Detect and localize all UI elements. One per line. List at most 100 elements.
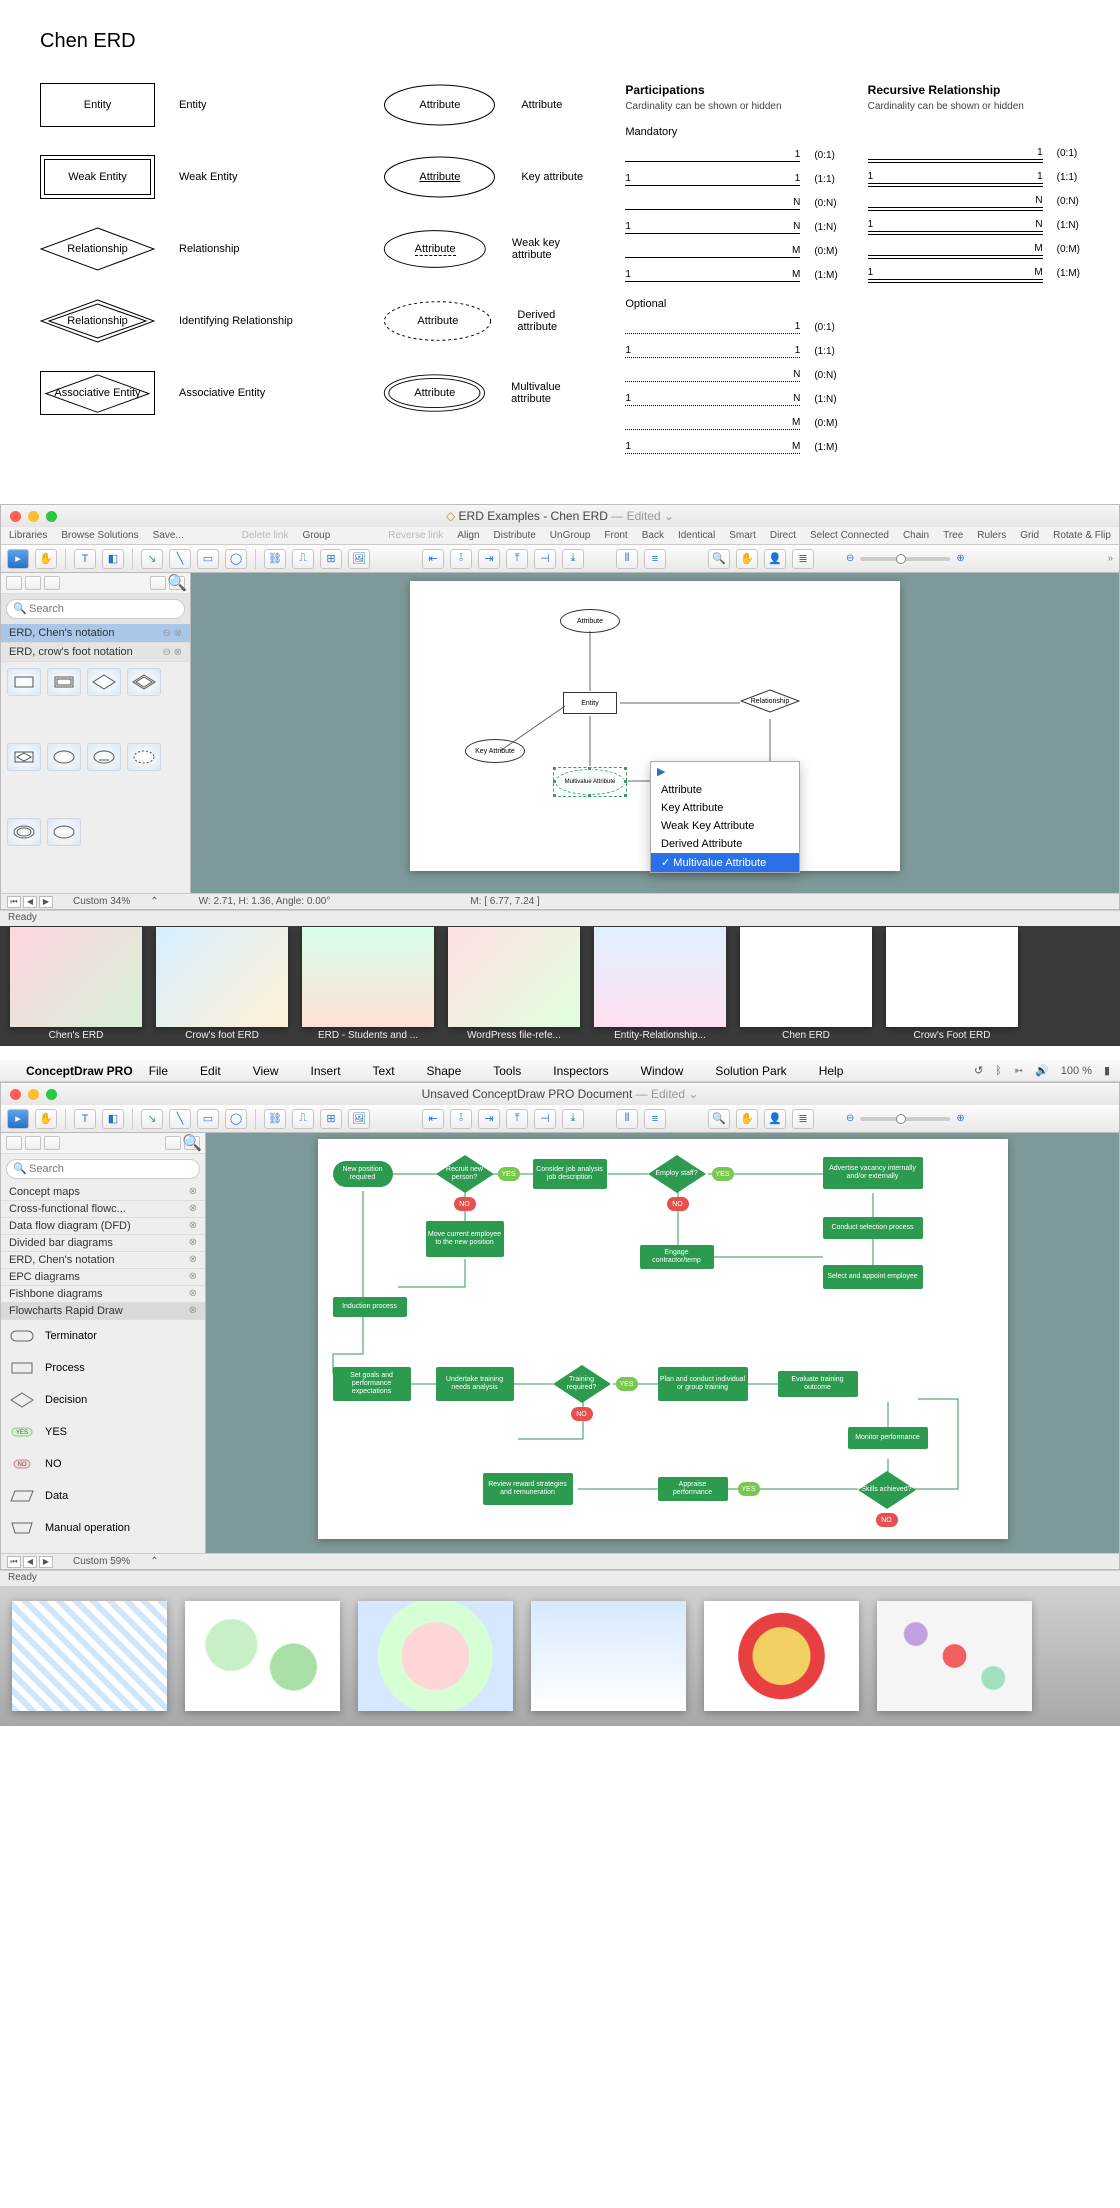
menu-item[interactable]: Back — [642, 530, 664, 541]
fc-process[interactable]: Conduct selection process — [823, 1217, 923, 1239]
menu-item[interactable]: Reverse link — [388, 530, 443, 541]
template-strip[interactable] — [0, 1586, 1120, 1726]
dist-v[interactable]: ≡ — [644, 549, 666, 569]
shape-list-item[interactable]: Decision — [1, 1384, 205, 1416]
zoom-out-icon[interactable]: ⊖ — [846, 1113, 854, 1124]
shape-list-item[interactable]: Document — [1, 1544, 205, 1553]
close-button[interactable] — [10, 1089, 21, 1100]
fc-decision[interactable]: Skills achieved? — [858, 1471, 916, 1509]
library-item[interactable]: Flowcharts Rapid Draw⊗ — [1, 1303, 205, 1320]
template-thumb[interactable]: Chen's ERD — [10, 927, 142, 1027]
tree-tool[interactable]: ⎍ — [292, 1109, 314, 1129]
zoom-label[interactable]: Custom 59% — [73, 1556, 130, 1567]
node-multivalue[interactable]: Multivalue Attribute — [555, 769, 625, 795]
palette-shape[interactable] — [7, 668, 41, 696]
fc-decision[interactable]: Training required? — [553, 1365, 611, 1403]
template-thumb[interactable] — [358, 1601, 513, 1711]
fc-process[interactable]: Induction process — [333, 1297, 407, 1317]
menu-item[interactable]: Browse Solutions — [61, 530, 138, 541]
fc-terminator[interactable]: New position required — [333, 1161, 393, 1187]
shape-list-item[interactable]: Process — [1, 1352, 205, 1384]
next-page-button[interactable]: ▶ — [39, 896, 53, 908]
shape-palette[interactable] — [1, 662, 190, 893]
align-left[interactable]: ⇤ — [422, 549, 444, 569]
fc-process[interactable]: Review reward strategies and remuneratio… — [483, 1473, 573, 1505]
menu-item[interactable]: Delete link — [242, 530, 289, 541]
template-thumb[interactable] — [185, 1601, 340, 1711]
node-relationship[interactable]: Relationship — [740, 689, 800, 713]
rect-tool[interactable]: ▭ — [197, 1109, 219, 1129]
library-item[interactable]: Cross-functional flowc...⊗ — [1, 1201, 205, 1218]
shape-list-item[interactable]: Terminator — [1, 1320, 205, 1352]
close-icon[interactable]: ⊖ ⊗ — [162, 647, 182, 658]
palette-shape[interactable] — [127, 743, 161, 771]
template-thumb[interactable]: WordPress file-refe... — [448, 927, 580, 1027]
fc-process[interactable]: Engage contractor/temp — [640, 1245, 714, 1269]
align-bottom[interactable]: ⤓ — [562, 549, 584, 569]
toolbar[interactable]: ▸ ✋ T ◧ ↘ ╲ ▭ ◯ ⛓ ⎍ ⊞ 🖼 ⇤ ⫱ ⇥ ⤒ ⊣ ⤓ ⫴ ≡ … — [1, 545, 1119, 573]
align-top[interactable]: ⤒ — [506, 549, 528, 569]
zoom-in-icon[interactable]: ⊕ — [956, 1113, 964, 1124]
template-thumb[interactable]: Crow's Foot ERD — [886, 927, 1018, 1027]
palette-shape[interactable] — [127, 668, 161, 696]
command-bar[interactable]: Libraries Browse Solutions Save... Delete l… — [1, 527, 1119, 545]
chain-tool[interactable]: ⛓ — [264, 1109, 286, 1129]
fc-decision[interactable]: Recruit new person? — [436, 1155, 494, 1193]
shape-list-item[interactable]: NONO — [1, 1448, 205, 1480]
node-key-attribute[interactable]: Key Attribute — [465, 739, 525, 763]
pointer-tool[interactable]: ▸ — [7, 1109, 29, 1129]
ellipse-tool[interactable]: ◯ — [225, 1109, 247, 1129]
library-item[interactable]: ERD, Chen's notation⊗ — [1, 1252, 205, 1269]
dist-h[interactable]: ⫴ — [616, 549, 638, 569]
ellipse-tool[interactable]: ◯ — [225, 549, 247, 569]
timemachine-icon[interactable]: ↺ — [974, 1064, 983, 1077]
menu-item[interactable]: Save... — [153, 530, 184, 541]
callout-tool[interactable]: ◧ — [102, 549, 124, 569]
zoom-button[interactable] — [46, 511, 57, 522]
connector-tool[interactable]: ↘ — [141, 549, 163, 569]
fc-process[interactable]: Move current employee to the new positio… — [426, 1221, 504, 1257]
library-item[interactable]: Concept maps⊗ — [1, 1184, 205, 1201]
template-strip[interactable]: Chen's ERDCrow's foot ERDERD - Students … — [0, 926, 1120, 1046]
palette-shape[interactable] — [87, 743, 121, 771]
canvas[interactable]: Attribute Entity Key Attribute Relations… — [191, 573, 1119, 893]
menu-item[interactable]: Libraries — [9, 530, 47, 541]
titlebar[interactable]: ◇ ERD Examples - Chen ERD — Edited ⌄ — [1, 505, 1119, 527]
ctx-item[interactable]: Multivalue Attribute — [651, 853, 799, 872]
titlebar[interactable]: Unsaved ConceptDraw PRO Document — Edite… — [1, 1083, 1119, 1105]
pointer-tool[interactable]: ▸ — [7, 549, 29, 569]
zoom-label[interactable]: Custom 34% — [73, 896, 130, 907]
close-icon[interactable]: ⊗ — [189, 1288, 197, 1300]
close-icon[interactable]: ⊗ — [189, 1254, 197, 1266]
shape-list-item[interactable]: YESYES — [1, 1416, 205, 1448]
menu-item[interactable]: Help — [819, 1064, 844, 1078]
menu-item[interactable]: Insert — [311, 1064, 341, 1078]
bluetooth-icon[interactable]: ᛒ — [995, 1065, 1002, 1077]
fc-process[interactable]: Evaluate training outcome — [778, 1371, 858, 1397]
ctx-item[interactable]: Derived Attribute — [651, 835, 799, 853]
ctx-item[interactable]: Attribute — [651, 781, 799, 799]
menu-item[interactable]: File — [149, 1064, 168, 1078]
fc-process[interactable]: Plan and conduct individual or group tra… — [658, 1367, 748, 1401]
smart-tag-icon[interactable]: ▶ — [651, 762, 799, 781]
toolbar[interactable]: ▸ ✋ T ◧ ↘ ╲ ▭ ◯ ⛓ ⎍ ⊞ 🖼 ⇤⫱ ⇥⤒ ⊣⤓ ⫴≡ 🔍 ✋ … — [1, 1105, 1119, 1133]
close-button[interactable] — [10, 511, 21, 522]
menu-item[interactable]: Tree — [943, 530, 963, 541]
template-thumb[interactable] — [704, 1601, 859, 1711]
mac-menubar[interactable]: ConceptDraw PRO FileEditViewInsertTextSh… — [0, 1060, 1120, 1082]
library-item[interactable]: ERD, crow's foot notation⊖ ⊗ — [1, 643, 190, 662]
menu-item[interactable]: Edit — [200, 1064, 221, 1078]
close-icon[interactable]: ⊗ — [189, 1305, 197, 1317]
align-mid[interactable]: ⊣ — [534, 549, 556, 569]
fc-decision[interactable]: Employ staff? — [648, 1155, 706, 1193]
close-icon[interactable]: ⊗ — [189, 1203, 197, 1215]
picture-tool[interactable]: 🖼 — [348, 1109, 370, 1129]
menu-item[interactable]: Grid — [1020, 530, 1039, 541]
menu-item[interactable]: UnGroup — [550, 530, 591, 541]
close-icon[interactable]: ⊖ ⊗ — [162, 628, 182, 639]
menu-item[interactable]: Window — [641, 1064, 684, 1078]
library-item[interactable]: Data flow diagram (DFD)⊗ — [1, 1218, 205, 1235]
menu-item[interactable]: Chain — [903, 530, 929, 541]
menu-item[interactable]: Smart — [729, 530, 756, 541]
zoom-slider[interactable] — [860, 1117, 950, 1121]
